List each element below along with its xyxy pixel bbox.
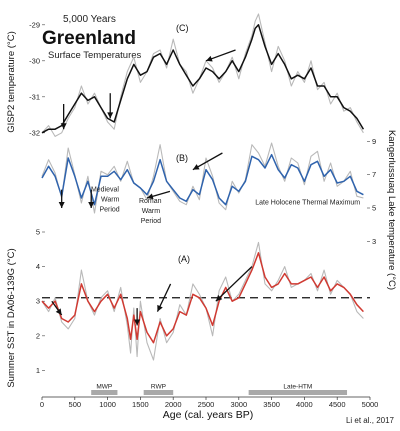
xtick-label: 5000: [362, 400, 379, 409]
arrow-shaft: [215, 266, 253, 302]
xtick-label: 0: [40, 400, 44, 409]
arrow-head: [206, 55, 213, 62]
arrow-head: [55, 308, 62, 316]
ytick-label: 2: [36, 331, 40, 340]
x-axis: 0 500 1000 1500 2000 2500 3000 3500 4000 4500 5000…: [40, 396, 379, 421]
panel-b-ylabel: Kangerlussuaq Lake temperature (°C): [386, 130, 397, 290]
arrow-head: [58, 202, 65, 208]
period-label: MWP: [96, 384, 112, 391]
panel-c-label: (C): [176, 23, 189, 33]
xtick-label: 3500: [263, 400, 280, 409]
period-bar: [143, 390, 174, 395]
xtick-label: 500: [69, 400, 82, 409]
ytick-label: 5: [372, 204, 376, 213]
xtick-label: 4500: [329, 400, 346, 409]
panel-b-kangerlussuaq: Kangerlussuaq Lake temperature (°C) 9 7 5 3…: [41, 130, 397, 290]
ytick-label: 3: [36, 297, 40, 306]
ytick-label: 1: [36, 366, 40, 375]
annotation-text: Medieval: [91, 186, 119, 193]
ytick-label: 7: [372, 170, 376, 179]
period-bar: [248, 390, 348, 395]
arrow-head: [88, 202, 95, 208]
arrow-head: [60, 123, 67, 130]
series-line-raw: [41, 142, 364, 214]
annotation-text: Warm: [101, 196, 120, 203]
xtick-label: 2000: [165, 400, 182, 409]
title-line-1: 5,000 Years: [63, 14, 116, 25]
arrow-head: [215, 294, 223, 302]
ytick-label: -32: [29, 128, 40, 137]
arrow-head: [107, 112, 114, 119]
title-line-2: Greenland: [42, 28, 136, 49]
period-bars: MWP RWP Late-HTM: [91, 384, 348, 395]
arrow-head: [134, 319, 141, 326]
series-line-smoothed: [41, 153, 364, 206]
xtick-label: 3000: [230, 400, 247, 409]
title-line-3: Surface Temperatures: [48, 50, 142, 61]
xtick-label: 4000: [296, 400, 313, 409]
period-label: RWP: [151, 384, 166, 391]
panel-a-ylabel: Summer SST in DA06-139G (°C): [6, 248, 17, 387]
series-line-smoothed: [41, 24, 365, 134]
ytick-label: 5: [36, 228, 40, 237]
ytick-label: -31: [29, 92, 40, 101]
period-label: Late-HTM: [283, 384, 312, 391]
annotation-text: Late Holocene Thermal Maximum: [255, 200, 360, 207]
panel-b-label: (B): [176, 153, 188, 163]
panel-b-yticks: 9 7 5 3: [367, 137, 376, 246]
arrow-head: [146, 193, 154, 200]
ytick-label: 3: [372, 237, 376, 246]
ytick-label: 4: [36, 262, 40, 271]
series-line-smoothed: [41, 252, 364, 344]
panel-c-gisp2: GISP2 temperature (°C) -29 -30 -31 -32 5,00…: [6, 13, 365, 137]
ytick-label: -30: [29, 56, 40, 65]
period-bar: [91, 390, 118, 395]
xtick-label: 1500: [132, 400, 149, 409]
panel-a-yticks: 5 4 3 2 1: [36, 228, 45, 375]
arrow-head: [157, 304, 163, 312]
panel-a-label: (A): [178, 254, 190, 264]
panel-c-ylabel: GISP2 temperature (°C): [6, 31, 17, 132]
x-axis-title: Age (cal. years BP): [163, 409, 253, 421]
credit-text: Li et al., 2017: [346, 416, 395, 425]
annotation-text: Period: [141, 218, 161, 225]
series-line-raw: [41, 241, 364, 361]
xtick-label: 1000: [99, 400, 116, 409]
annotation-text: Period: [99, 206, 119, 213]
ytick-label: 9: [372, 137, 376, 146]
annotation-text: Roman: [139, 198, 162, 205]
arrow-head: [192, 164, 200, 170]
panel-a-sst: Summer SST in DA06-139G (°C) 5 4 3 2 1 (A): [6, 228, 370, 388]
ytick-label: -29: [29, 20, 40, 29]
xtick-label: 2500: [198, 400, 215, 409]
annotation-text: Warm: [142, 208, 161, 215]
